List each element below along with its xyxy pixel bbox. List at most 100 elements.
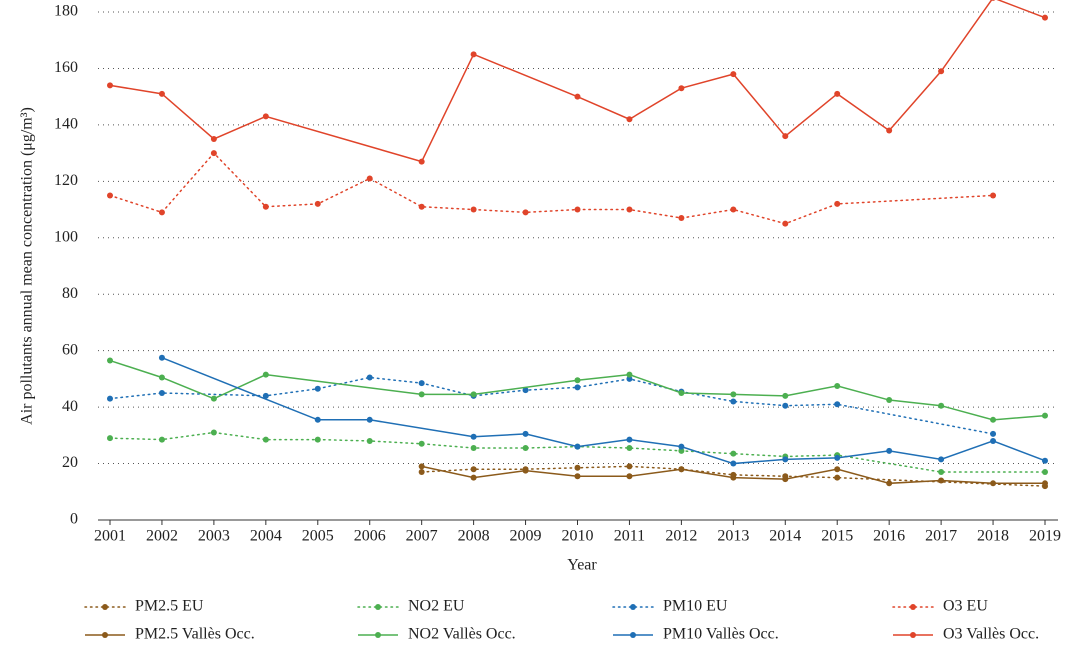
point — [418, 203, 425, 210]
point — [470, 445, 477, 452]
x-tick-label: 2006 — [354, 528, 386, 545]
point — [366, 437, 373, 444]
point — [990, 430, 997, 437]
point — [522, 445, 529, 452]
point — [626, 116, 633, 123]
point — [678, 85, 685, 92]
point — [470, 433, 477, 440]
legend-label: NO2 EU — [408, 598, 465, 615]
point — [574, 443, 581, 450]
point — [574, 384, 581, 391]
point — [158, 209, 165, 216]
point — [366, 416, 373, 423]
y-tick-label: 120 — [54, 172, 78, 189]
point — [262, 203, 269, 210]
legend-marker — [910, 604, 916, 610]
point — [938, 469, 945, 476]
legend-label: PM2.5 EU — [135, 598, 204, 615]
point — [470, 466, 477, 473]
legend-marker — [630, 632, 636, 638]
point — [990, 0, 996, 1]
x-axis-title: Year — [567, 557, 597, 574]
point — [782, 402, 789, 409]
point — [314, 416, 321, 423]
point — [158, 354, 165, 361]
y-tick-label: 140 — [54, 116, 78, 133]
point — [107, 357, 113, 364]
point — [782, 476, 789, 483]
point — [574, 473, 581, 480]
point — [1042, 412, 1048, 419]
point — [938, 68, 945, 75]
y-axis-title: Air pollutants annual mean concentration… — [19, 107, 36, 425]
x-tick-label: 2004 — [250, 528, 282, 545]
point — [990, 437, 997, 444]
y-tick-label: 20 — [62, 454, 78, 471]
point — [782, 220, 789, 227]
y-tick-label: 40 — [62, 398, 78, 415]
point — [990, 192, 997, 199]
legend-label: O3 EU — [943, 598, 988, 615]
x-tick-label: 2001 — [94, 528, 126, 545]
point — [470, 391, 477, 398]
point — [990, 416, 997, 423]
legend-marker — [630, 604, 636, 610]
x-tick-label: 2007 — [406, 528, 438, 545]
point — [210, 429, 217, 436]
x-tick-label: 2015 — [821, 528, 853, 545]
legend-marker — [102, 632, 108, 638]
legend-label: PM2.5 Vallès Occ. — [135, 626, 255, 643]
point — [470, 474, 477, 481]
point — [626, 371, 633, 378]
point — [782, 392, 789, 399]
point — [418, 469, 425, 476]
point — [314, 436, 321, 443]
point — [262, 371, 269, 378]
point — [886, 397, 893, 404]
point — [262, 113, 269, 120]
point — [1042, 457, 1048, 464]
legend-marker — [375, 604, 381, 610]
point — [990, 480, 997, 487]
point — [158, 374, 165, 381]
legend-label: O3 Vallès Occ. — [943, 626, 1039, 643]
legend-marker — [910, 632, 916, 638]
legend-label: PM10 EU — [663, 598, 728, 615]
point — [314, 200, 321, 207]
series-line — [420, 465, 1046, 487]
x-tick-label: 2011 — [614, 528, 645, 545]
point — [626, 375, 633, 382]
y-tick-label: 100 — [54, 228, 78, 245]
point — [782, 456, 789, 463]
point — [886, 447, 893, 454]
point — [574, 464, 581, 471]
point — [366, 175, 373, 182]
y-tick-label: 80 — [62, 285, 78, 302]
x-tick-label: 2013 — [717, 528, 749, 545]
x-tick-label: 2009 — [510, 528, 542, 545]
point — [418, 158, 425, 165]
point — [158, 436, 165, 443]
point — [418, 380, 425, 387]
x-tick-label: 2005 — [302, 528, 334, 545]
point — [470, 51, 477, 58]
legend-label: PM10 Vallès Occ. — [663, 626, 779, 643]
point — [418, 463, 425, 470]
point — [574, 206, 581, 213]
point — [626, 436, 633, 443]
point — [834, 200, 841, 207]
point — [1042, 469, 1048, 476]
series-line — [109, 0, 1046, 163]
point — [522, 387, 529, 394]
point — [262, 436, 269, 443]
legend-marker — [375, 632, 381, 638]
x-tick-label: 2002 — [146, 528, 178, 545]
series-line — [109, 152, 994, 225]
point — [626, 463, 633, 470]
point — [210, 395, 217, 402]
y-tick-label: 60 — [62, 341, 78, 358]
point — [1042, 14, 1048, 21]
point — [834, 401, 841, 408]
